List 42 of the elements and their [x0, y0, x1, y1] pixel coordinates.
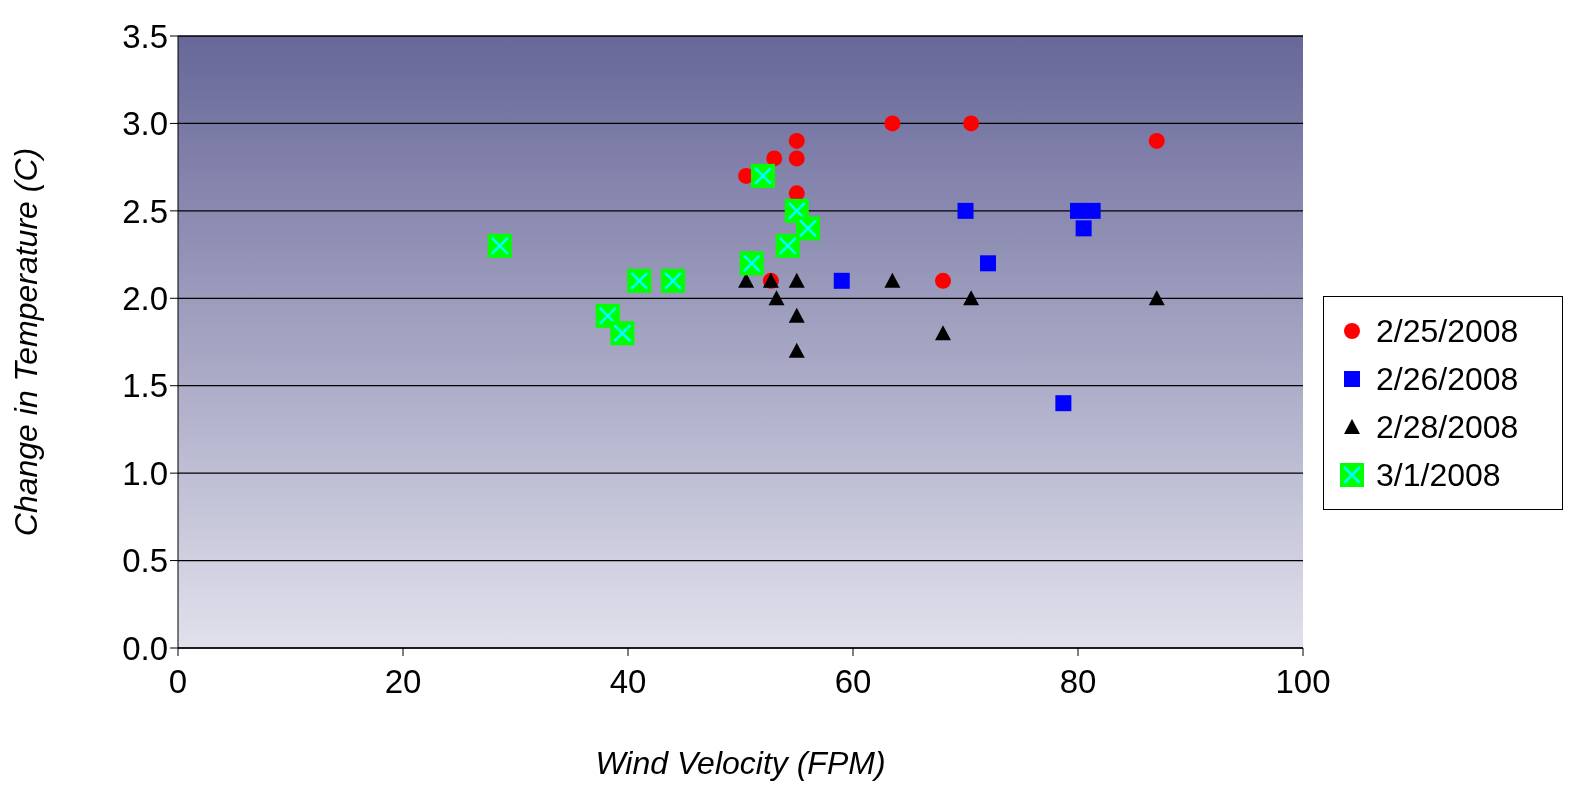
x-tick-label: 0	[168, 663, 188, 701]
x-tick-label: 20	[384, 663, 422, 701]
point	[788, 132, 805, 149]
y-axis-title: Change in Temperature (C)	[8, 147, 45, 537]
point	[963, 115, 980, 132]
x-axis-title: Wind Velocity (FPM)	[595, 745, 886, 781]
y-tick-label: 3.5	[122, 17, 168, 55]
point	[935, 325, 951, 341]
point	[833, 272, 850, 289]
x-tick-label: 100	[1275, 663, 1331, 701]
point	[884, 115, 901, 132]
point	[1075, 220, 1092, 237]
point	[1070, 202, 1086, 219]
x-tick-label: 80	[1059, 663, 1097, 701]
point	[766, 150, 783, 167]
y-tick-label: 3.0	[122, 105, 168, 143]
point	[963, 290, 980, 306]
point	[1148, 132, 1165, 149]
y-tick-label: 2.5	[122, 192, 168, 230]
point	[957, 202, 974, 219]
y-tick-label: 1.5	[122, 367, 168, 405]
point	[788, 272, 805, 288]
point	[1055, 395, 1072, 412]
y-tick-label: 2.0	[122, 280, 168, 317]
y-tick-label: 1.0	[122, 454, 168, 492]
point	[980, 255, 996, 272]
legend-label: 3/1/2008	[1376, 456, 1501, 494]
y-tick-label: 0.5	[122, 542, 168, 580]
x-tick-label: 40	[609, 663, 647, 701]
legend-label: 2/25/2008	[1376, 312, 1519, 350]
point	[788, 342, 805, 358]
point	[884, 272, 901, 288]
point	[935, 272, 951, 289]
point	[788, 307, 805, 323]
point	[1084, 202, 1101, 219]
point	[768, 290, 785, 306]
point	[1148, 290, 1165, 306]
point	[788, 150, 805, 167]
legend-label: 2/26/2008	[1376, 360, 1519, 398]
legend-label: 2/28/2008	[1376, 408, 1519, 446]
y-tick-label: 0.0	[122, 629, 168, 667]
x-tick-label: 60	[834, 663, 872, 701]
